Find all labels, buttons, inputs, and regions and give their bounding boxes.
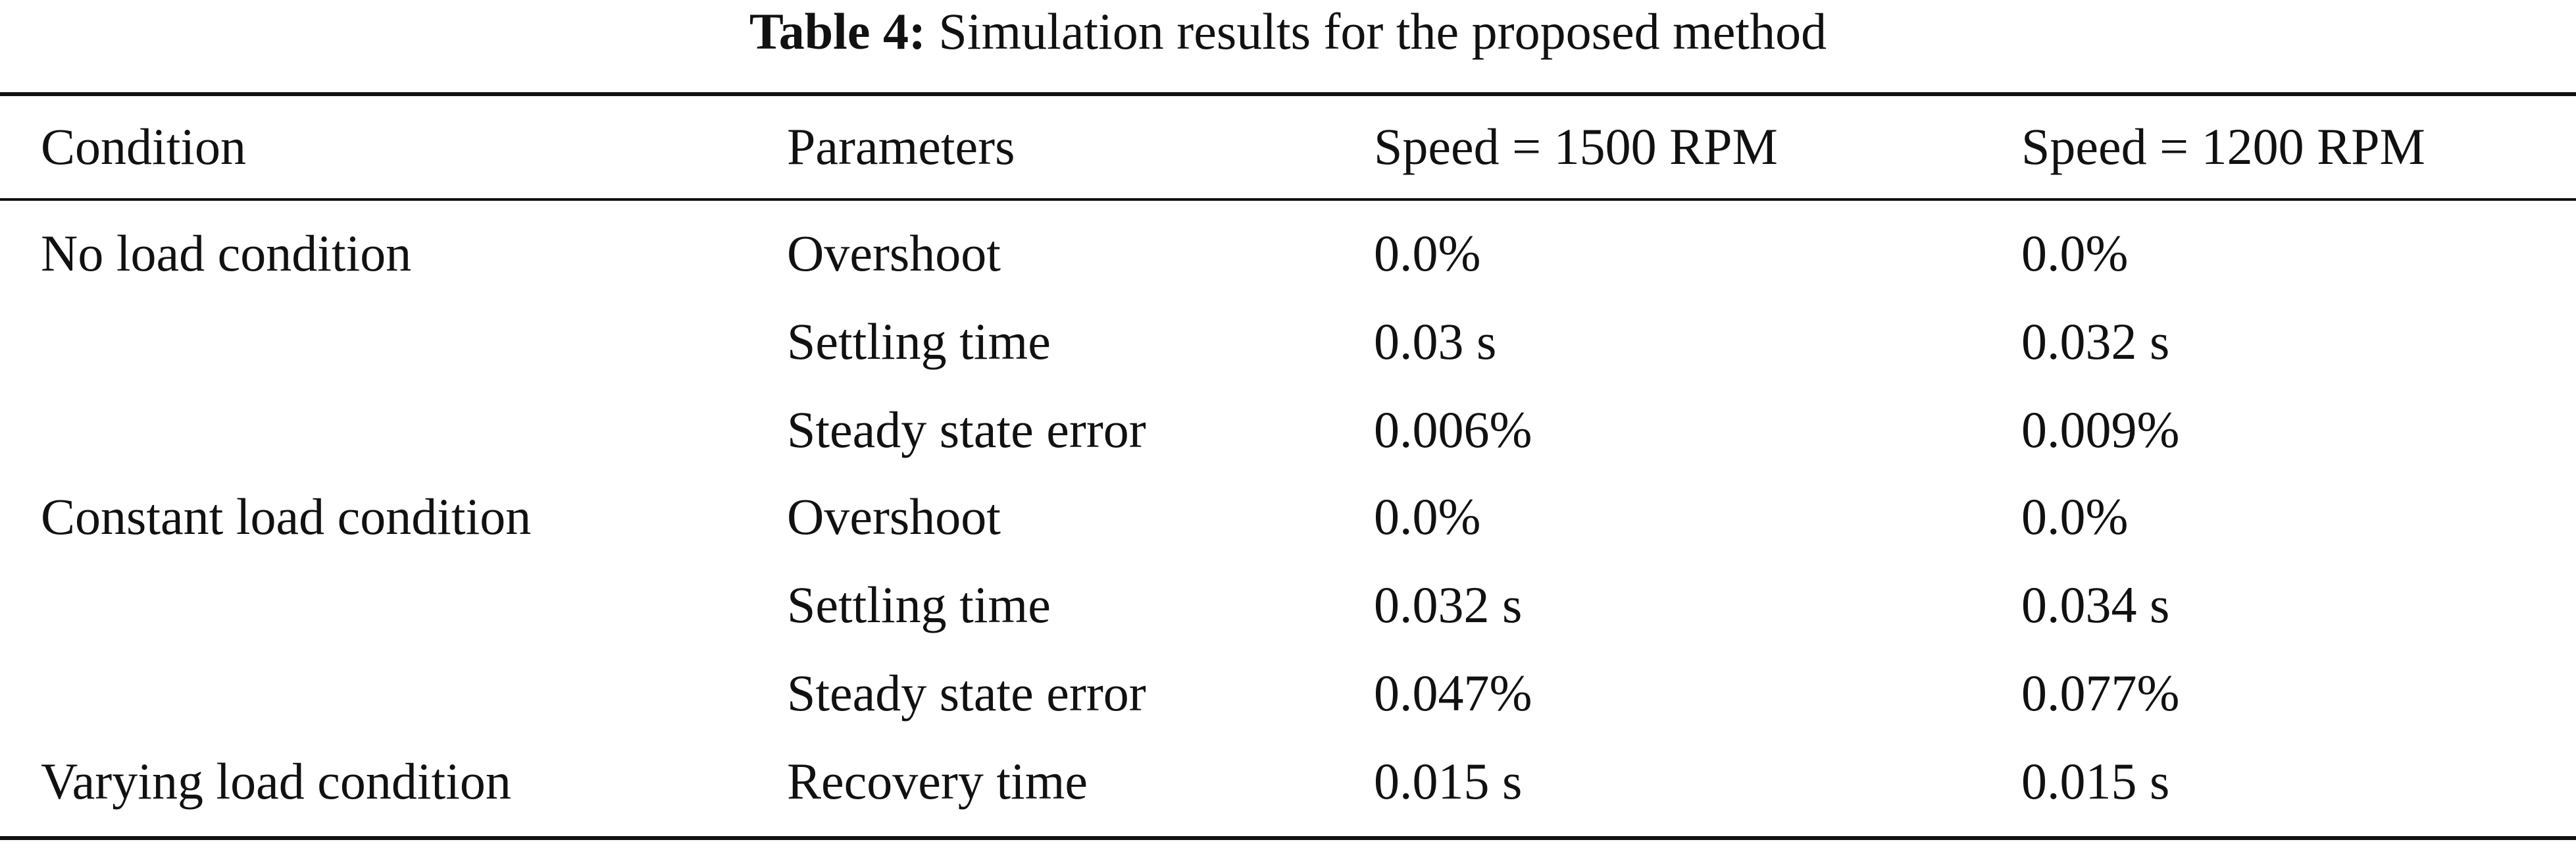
table-row: Settling time 0.03 s 0.032 s <box>0 312 2576 371</box>
parameter-cell: Settling time <box>787 576 1051 633</box>
value-1500-cell: 0.015 s <box>1374 752 1523 810</box>
header-parameters: Parameters <box>787 118 1015 175</box>
condition-cell: No load condition <box>41 224 412 282</box>
table-row: Constant load condition Overshoot 0.0% 0… <box>0 487 2576 546</box>
header-speed-1500: Speed = 1500 RPM <box>1374 118 1778 175</box>
table-top-rule <box>0 92 2576 96</box>
table-bottom-rule <box>0 836 2576 840</box>
value-1500-cell: 0.047% <box>1374 664 1532 722</box>
condition-cell: Constant load condition <box>41 488 532 545</box>
value-1500-cell: 0.0% <box>1374 224 1481 282</box>
value-1500-cell: 0.03 s <box>1374 313 1497 370</box>
value-1200-cell: 0.0% <box>2021 224 2129 282</box>
parameter-cell: Steady state error <box>787 401 1146 458</box>
table-caption-text: Simulation results for the proposed meth… <box>938 3 1827 60</box>
table-row: No load condition Overshoot 0.0% 0.0% <box>0 224 2576 283</box>
parameter-cell: Overshoot <box>787 488 1001 545</box>
value-1500-cell: 0.006% <box>1374 401 1532 458</box>
value-1500-cell: 0.0% <box>1374 488 1481 545</box>
value-1200-cell: 0.032 s <box>2021 313 2170 370</box>
table-row: Steady state error 0.006% 0.009% <box>0 400 2576 460</box>
value-1200-cell: 0.009% <box>2021 401 2180 458</box>
parameter-cell: Settling time <box>787 313 1051 370</box>
header-condition: Condition <box>41 118 247 175</box>
parameter-cell: Steady state error <box>787 664 1146 722</box>
parameter-cell: Recovery time <box>787 752 1088 810</box>
table-row: Steady state error 0.047% 0.077% <box>0 664 2576 723</box>
value-1200-cell: 0.015 s <box>2021 752 2170 810</box>
table-row: Varying load condition Recovery time 0.0… <box>0 752 2576 811</box>
value-1200-cell: 0.077% <box>2021 664 2180 722</box>
value-1200-cell: 0.0% <box>2021 488 2129 545</box>
table-caption-label: Table 4: <box>749 3 926 60</box>
condition-cell: Varying load condition <box>41 752 511 810</box>
table-header-rule <box>0 198 2576 201</box>
table-caption: Table 4: Simulation results for the prop… <box>0 0 2576 66</box>
value-1200-cell: 0.034 s <box>2021 576 2170 633</box>
table-header-row: Condition Parameters Speed = 1500 RPM Sp… <box>0 117 2576 176</box>
value-1500-cell: 0.032 s <box>1374 576 1523 633</box>
parameter-cell: Overshoot <box>787 224 1001 282</box>
table-row: Settling time 0.032 s 0.034 s <box>0 575 2576 635</box>
header-speed-1200: Speed = 1200 RPM <box>2021 118 2425 175</box>
